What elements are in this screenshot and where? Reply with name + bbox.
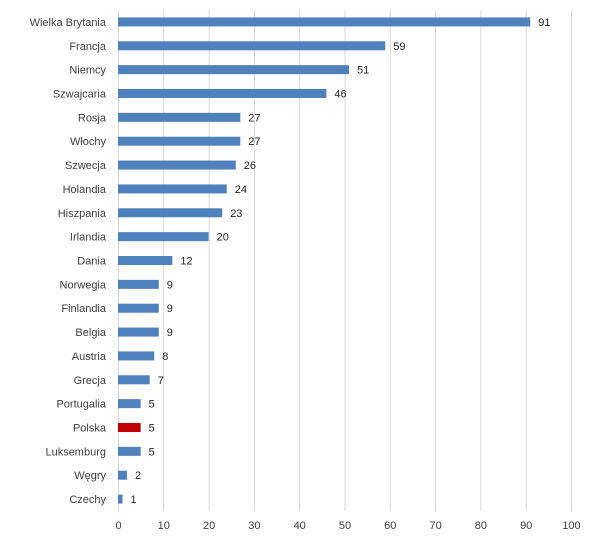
bar	[118, 65, 350, 75]
category-label: Francja	[69, 41, 107, 53]
bar-value-label: 26	[244, 160, 256, 172]
x-tick-label: 30	[248, 520, 260, 532]
value-axis: 0 10 20 30 40 50 60 70 80 90 100	[115, 520, 580, 532]
bar-value-label: 9	[167, 303, 173, 315]
bar	[118, 184, 227, 194]
category-label: Norwegia	[60, 279, 107, 291]
bar	[118, 303, 159, 313]
category-label: Hiszpania	[58, 208, 107, 220]
bar-series	[118, 17, 531, 504]
x-tick-label: 50	[339, 520, 351, 532]
x-tick-label: 40	[294, 520, 306, 532]
category-label: Niemcy	[69, 65, 106, 77]
bar	[118, 494, 123, 504]
bar	[118, 446, 141, 456]
x-tick-label: 0	[115, 520, 121, 532]
category-label: Szwecja	[65, 160, 107, 172]
category-label: Belgia	[75, 327, 106, 339]
bar-value-label: 27	[248, 112, 260, 124]
bar-value-label: 27	[248, 136, 260, 148]
bar	[118, 279, 159, 289]
bar-value-label: 91	[538, 17, 550, 29]
bar	[118, 41, 386, 51]
category-label: Grecja	[74, 375, 107, 387]
bar-value-label: 2	[135, 470, 141, 482]
bar	[118, 470, 128, 480]
category-label: Czechy	[69, 494, 106, 506]
bar	[118, 232, 209, 242]
bar-value-label: 8	[162, 351, 168, 363]
category-label: Irlandia	[70, 232, 107, 244]
bar-value-label: 5	[149, 446, 155, 458]
bar-value-label: 7	[158, 375, 164, 387]
category-label: Finlandia	[61, 303, 107, 315]
bar	[118, 160, 236, 170]
x-tick-label: 80	[475, 520, 487, 532]
bar-value-label: 51	[357, 65, 369, 77]
category-label: Wielka Brytania	[30, 17, 107, 29]
bar	[118, 399, 141, 409]
category-label: Dania	[77, 256, 107, 268]
bar	[118, 327, 159, 337]
category-axis: Wielka Brytania Francja Niemcy Szwajcaria Ro…	[30, 17, 107, 506]
x-tick-label: 10	[158, 520, 170, 532]
bar	[118, 256, 173, 265]
bar	[118, 136, 241, 146]
category-label: Austria	[72, 351, 107, 363]
bar-value-label: 5	[149, 423, 155, 435]
x-tick-label: 20	[203, 520, 215, 532]
category-label: Węgry	[74, 470, 106, 482]
category-label: Polska	[73, 423, 107, 435]
bar	[118, 208, 223, 218]
x-tick-label: 100	[562, 520, 580, 532]
bar	[118, 375, 150, 385]
bar-value-label: 24	[235, 184, 247, 196]
category-label: Szwajcaria	[53, 89, 107, 101]
bar-highlighted	[118, 423, 141, 432]
bar	[118, 89, 327, 98]
category-label: Holandia	[63, 184, 107, 196]
bar	[118, 112, 241, 122]
category-label: Luksemburg	[45, 446, 106, 458]
bar-value-label: 59	[393, 41, 405, 53]
bar-value-label: 9	[167, 279, 173, 291]
bar-value-label: 46	[334, 89, 346, 101]
bar-value-label: 5	[149, 399, 155, 411]
bar	[118, 351, 155, 361]
x-tick-label: 70	[429, 520, 441, 532]
bar-value-label: 20	[217, 232, 229, 244]
bar-value-label: 23	[230, 208, 242, 220]
bar-value-label: 9	[167, 327, 173, 339]
x-tick-label: 60	[384, 520, 396, 532]
x-tick-label: 90	[520, 520, 532, 532]
category-label: Rosja	[78, 112, 107, 124]
bar	[118, 17, 531, 27]
category-label: Portugalia	[56, 399, 106, 411]
bar-value-label: 1	[131, 494, 137, 506]
bar-value-label: 12	[180, 256, 192, 268]
category-label: Włochy	[70, 136, 107, 148]
